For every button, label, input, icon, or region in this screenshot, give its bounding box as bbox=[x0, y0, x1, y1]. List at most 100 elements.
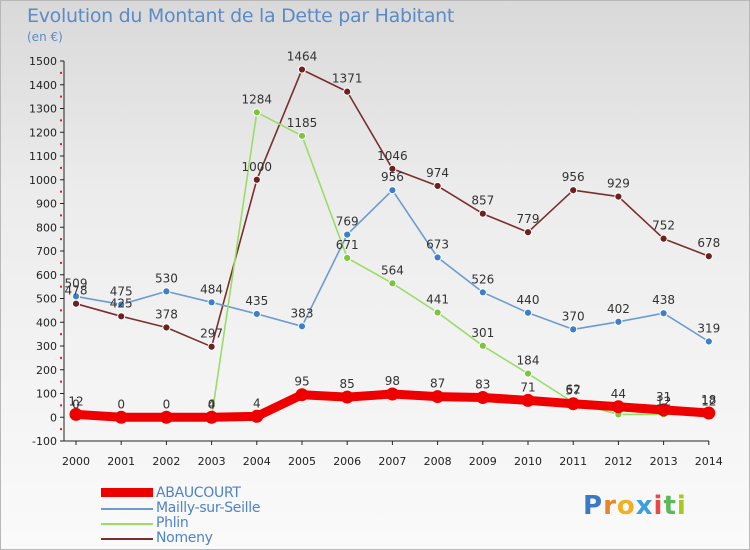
x-tick-label: 2014 bbox=[695, 455, 723, 468]
series-point-3 bbox=[478, 209, 487, 218]
y-minor-mark bbox=[60, 166, 62, 169]
chart-title: Evolution du Montant de la Dette par Hab… bbox=[27, 5, 455, 27]
data-label: 301 bbox=[471, 326, 494, 340]
y-tick-label: 1400 bbox=[29, 79, 57, 92]
series-point-0 bbox=[611, 400, 625, 414]
y-minor-mark bbox=[60, 238, 62, 241]
series-point-1 bbox=[478, 288, 487, 297]
series-point-0 bbox=[159, 410, 173, 424]
series-point-0 bbox=[476, 391, 490, 405]
legend-label-nomeny: Nomeny bbox=[156, 530, 213, 546]
series-point-3 bbox=[71, 299, 81, 308]
data-label: 383 bbox=[291, 306, 314, 320]
data-label: 402 bbox=[607, 302, 630, 316]
y-minor-mark bbox=[60, 261, 62, 264]
x-tick-label: 2004 bbox=[243, 455, 271, 468]
y-tick-label: 1300 bbox=[29, 103, 57, 116]
series-point-1 bbox=[71, 292, 81, 301]
y-tick-label: 800 bbox=[36, 221, 57, 234]
data-label: 956 bbox=[381, 170, 404, 184]
proxiti-logo-letter: P bbox=[583, 491, 604, 521]
data-label: 1046 bbox=[377, 149, 408, 163]
legend-label-abaucourt: ABAUCOURT bbox=[156, 485, 241, 501]
y-tick-label: 100 bbox=[36, 388, 57, 401]
series-point-3 bbox=[297, 65, 307, 74]
series-point-0 bbox=[521, 393, 535, 407]
proxiti-logo-letter: x bbox=[635, 491, 654, 521]
legend-swatch-mailly bbox=[101, 508, 153, 510]
x-tick-label: 2005 bbox=[288, 455, 316, 468]
series-point-1 bbox=[614, 317, 623, 326]
series-point-0 bbox=[250, 409, 264, 423]
proxiti-logo: Proxiti bbox=[583, 491, 687, 521]
chart-subtitle: (en €) bbox=[27, 30, 63, 44]
y-tick-label: 200 bbox=[36, 364, 57, 377]
data-label: 484 bbox=[200, 282, 223, 296]
data-label: 478 bbox=[65, 284, 88, 298]
series-point-3 bbox=[704, 252, 713, 261]
data-label: 678 bbox=[697, 236, 720, 250]
data-label: 370 bbox=[562, 309, 585, 323]
series-point-0 bbox=[340, 390, 354, 404]
data-label: 435 bbox=[245, 294, 268, 308]
data-label: 438 bbox=[652, 293, 675, 307]
y-minor-mark bbox=[60, 119, 62, 122]
series-point-3 bbox=[614, 192, 623, 201]
legend-swatch-abaucourt bbox=[101, 488, 153, 497]
legend-label-phlin: Phlin bbox=[156, 515, 189, 531]
series-point-3 bbox=[252, 175, 261, 184]
series-point-3 bbox=[523, 228, 533, 237]
data-label: 779 bbox=[517, 212, 540, 226]
proxiti-logo-letter: i bbox=[676, 491, 687, 521]
data-label: 475 bbox=[110, 284, 133, 298]
y-tick-label: 300 bbox=[36, 340, 57, 353]
data-label: 4 bbox=[253, 396, 261, 410]
y-minor-mark bbox=[60, 285, 62, 288]
x-tick-label: 2001 bbox=[107, 455, 135, 468]
series-point-2 bbox=[433, 308, 442, 317]
y-minor-mark bbox=[60, 309, 62, 312]
data-label: 671 bbox=[336, 238, 359, 252]
data-label: 71 bbox=[520, 380, 535, 394]
data-label: 0 bbox=[163, 397, 171, 411]
series-point-2 bbox=[478, 341, 487, 350]
data-label: 319 bbox=[697, 321, 720, 335]
y-tick-label: 1000 bbox=[29, 174, 57, 187]
x-tick-label: 2002 bbox=[152, 455, 180, 468]
legend-swatch-phlin bbox=[101, 523, 153, 525]
data-label: 18 bbox=[701, 393, 716, 407]
data-label: 441 bbox=[426, 293, 449, 307]
series-point-1 bbox=[343, 230, 352, 239]
x-tick-label: 2011 bbox=[559, 455, 587, 468]
data-label: 184 bbox=[517, 354, 540, 368]
series-point-3 bbox=[207, 342, 216, 351]
data-label: 297 bbox=[200, 327, 223, 341]
proxiti-logo-letter: i bbox=[653, 491, 664, 521]
series-point-0 bbox=[114, 410, 128, 424]
series-point-1 bbox=[523, 308, 533, 317]
data-label: 974 bbox=[426, 166, 449, 180]
series-point-1 bbox=[659, 309, 668, 318]
x-tick-label: 2012 bbox=[604, 455, 632, 468]
y-minor-mark bbox=[60, 143, 62, 146]
data-label: 0 bbox=[208, 397, 216, 411]
series-point-1 bbox=[117, 300, 126, 309]
y-minor-mark bbox=[60, 356, 62, 359]
series-point-2 bbox=[343, 253, 352, 262]
y-tick-label: 600 bbox=[36, 269, 57, 282]
series-point-0 bbox=[69, 407, 83, 421]
data-label: 752 bbox=[652, 219, 675, 233]
y-tick-label: 500 bbox=[36, 293, 57, 306]
series-point-0 bbox=[657, 403, 671, 417]
series-point-1 bbox=[388, 186, 397, 195]
y-tick-label: 0 bbox=[50, 411, 57, 424]
proxiti-logo-letter: t bbox=[663, 491, 677, 521]
data-label: 769 bbox=[336, 215, 359, 229]
data-label: 564 bbox=[381, 263, 404, 277]
data-label: 378 bbox=[155, 307, 178, 321]
y-tick-label: 700 bbox=[36, 245, 57, 258]
data-label: 929 bbox=[607, 177, 630, 191]
x-tick-label: 2009 bbox=[469, 455, 497, 468]
data-label: 530 bbox=[155, 271, 178, 285]
